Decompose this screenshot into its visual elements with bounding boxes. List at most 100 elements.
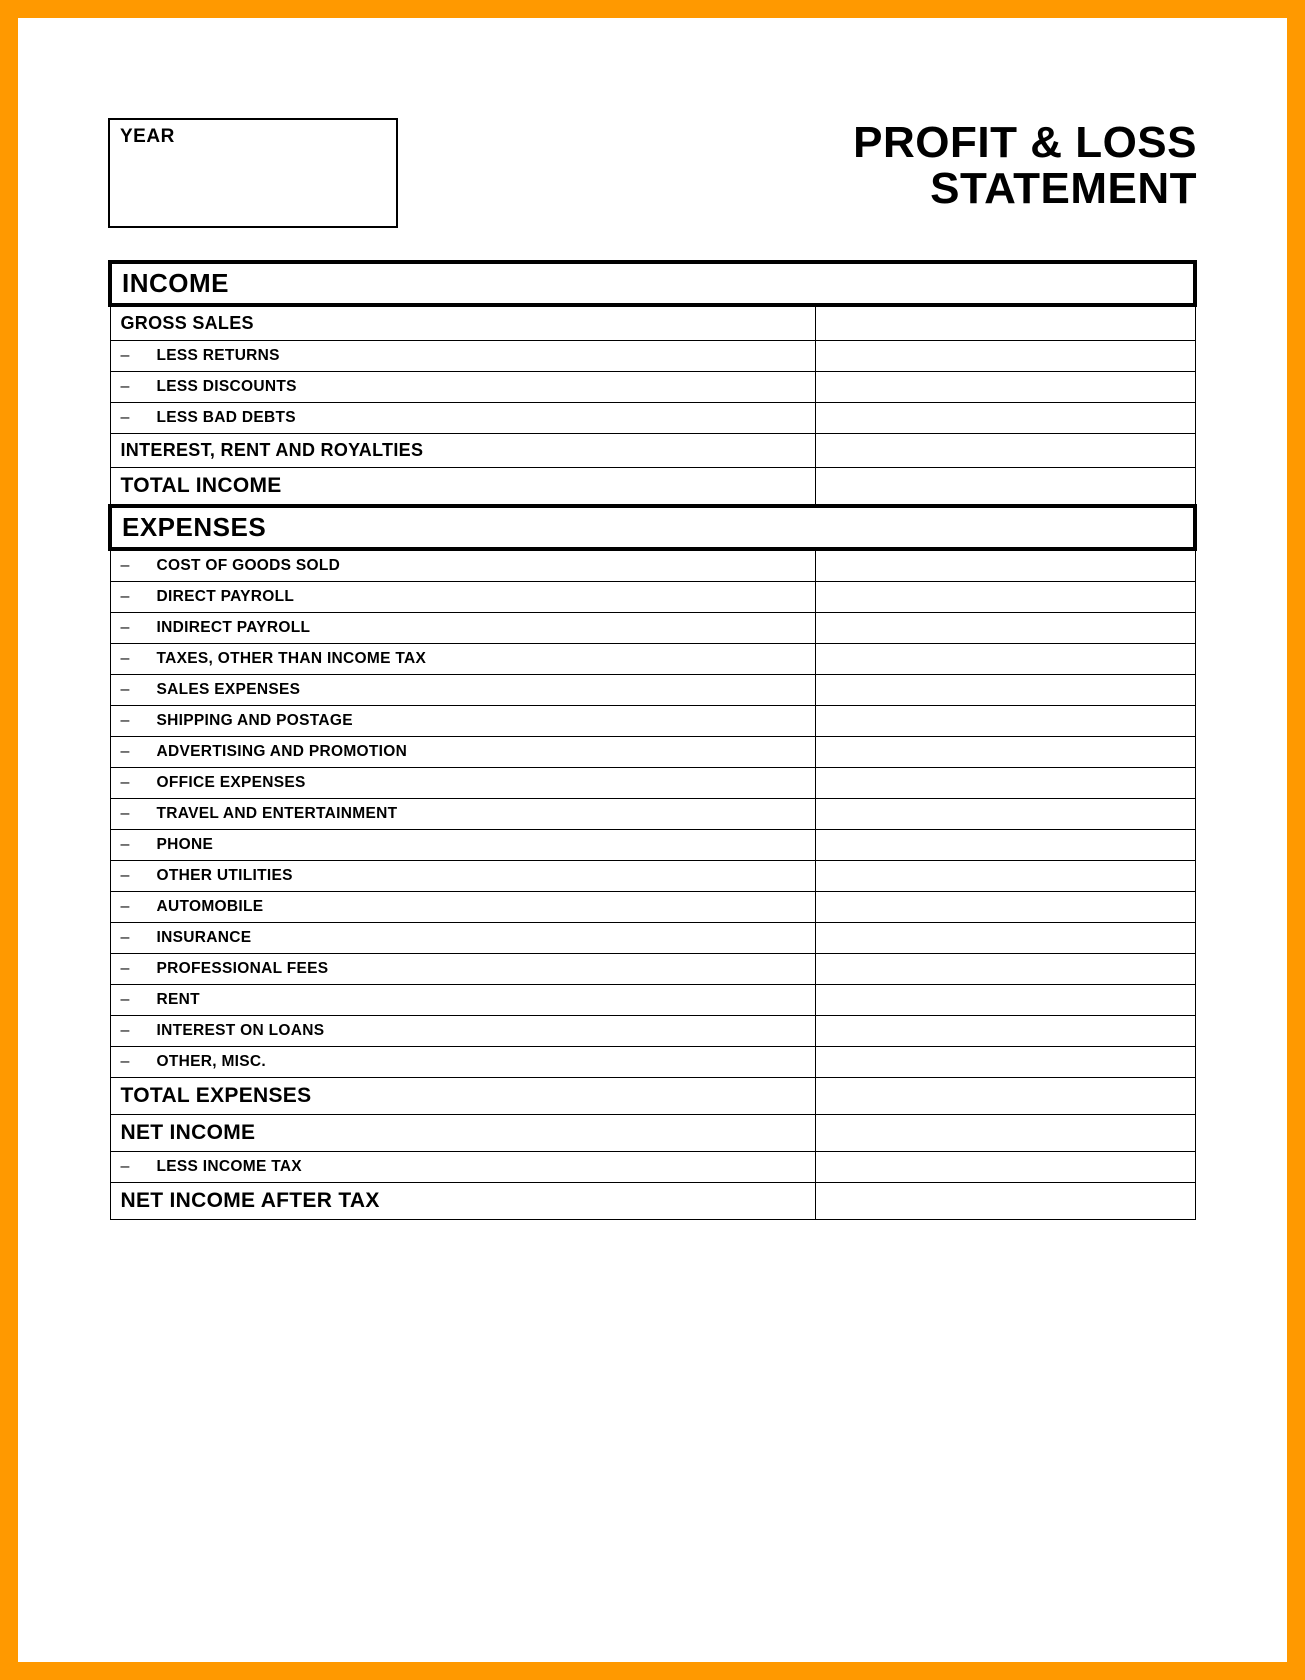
value-office-expenses bbox=[815, 768, 1195, 799]
label-interest-on-loans: INTEREST ON LOANS bbox=[157, 1022, 325, 1040]
row-travel-entertainment: – TRAVEL AND ENTERTAINMENT bbox=[110, 799, 1195, 830]
row-automobile: – AUTOMOBILE bbox=[110, 892, 1195, 923]
label-taxes-other: TAXES, OTHER THAN INCOME TAX bbox=[157, 650, 427, 668]
dash-icon: – bbox=[121, 743, 137, 761]
row-interest-rent-royalties: INTEREST, RENT AND ROYALTIES bbox=[110, 434, 1195, 468]
row-interest-on-loans: – INTEREST ON LOANS bbox=[110, 1016, 1195, 1047]
row-less-bad-debts: – LESS BAD DEBTS bbox=[110, 403, 1195, 434]
value-phone bbox=[815, 830, 1195, 861]
value-less-bad-debts bbox=[815, 403, 1195, 434]
value-net-income bbox=[815, 1115, 1195, 1152]
dash-icon: – bbox=[121, 836, 137, 854]
dash-icon: – bbox=[121, 681, 137, 699]
dash-icon: – bbox=[121, 867, 137, 885]
row-net-income-after-tax: NET INCOME AFTER TAX bbox=[110, 1183, 1195, 1220]
label-direct-payroll: DIRECT PAYROLL bbox=[157, 588, 295, 606]
dash-icon: – bbox=[121, 1158, 137, 1176]
row-sales-expenses: – SALES EXPENSES bbox=[110, 675, 1195, 706]
value-direct-payroll bbox=[815, 582, 1195, 613]
label-shipping-postage: SHIPPING AND POSTAGE bbox=[157, 712, 353, 730]
row-indirect-payroll: –INDIRECT PAYROLL bbox=[110, 613, 1195, 644]
value-insurance bbox=[815, 923, 1195, 954]
row-professional-fees: – PROFESSIONAL FEES bbox=[110, 954, 1195, 985]
value-interest-rent-royalties bbox=[815, 434, 1195, 468]
label-less-discounts: LESS DISCOUNTS bbox=[157, 378, 297, 396]
label-professional-fees: PROFESSIONAL FEES bbox=[157, 960, 329, 978]
row-rent: – RENT bbox=[110, 985, 1195, 1016]
section-header-income-label: INCOME bbox=[110, 262, 1195, 305]
label-less-bad-debts: LESS BAD DEBTS bbox=[157, 409, 296, 427]
title-line-1: PROFIT & LOSS bbox=[853, 120, 1197, 166]
row-total-income: TOTAL INCOME bbox=[110, 468, 1195, 507]
label-net-income-after-tax: NET INCOME AFTER TAX bbox=[110, 1183, 815, 1220]
value-taxes-other bbox=[815, 644, 1195, 675]
label-sales-expenses: SALES EXPENSES bbox=[157, 681, 301, 699]
section-header-expenses: EXPENSES bbox=[110, 506, 1195, 549]
label-automobile: AUTOMOBILE bbox=[157, 898, 264, 916]
section-header-expenses-label: EXPENSES bbox=[110, 506, 1195, 549]
row-insurance: –INSURANCE bbox=[110, 923, 1195, 954]
row-less-discounts: – LESS DISCOUNTS bbox=[110, 372, 1195, 403]
value-less-returns bbox=[815, 341, 1195, 372]
year-label: YEAR bbox=[120, 126, 175, 147]
label-other-utilities: OTHER UTILITIES bbox=[157, 867, 293, 885]
row-less-income-tax: – LESS INCOME TAX bbox=[110, 1152, 1195, 1183]
value-other-misc bbox=[815, 1047, 1195, 1078]
title-block: PROFIT & LOSS STATEMENT bbox=[853, 118, 1197, 212]
dash-icon: – bbox=[121, 712, 137, 730]
value-net-income-after-tax bbox=[815, 1183, 1195, 1220]
dash-icon: – bbox=[121, 378, 137, 396]
dash-icon: – bbox=[121, 1022, 137, 1040]
dash-icon: – bbox=[121, 929, 137, 947]
label-total-income: TOTAL INCOME bbox=[110, 468, 815, 507]
row-other-utilities: – OTHER UTILITIES bbox=[110, 861, 1195, 892]
dash-icon: – bbox=[121, 588, 137, 606]
profit-loss-table: INCOME GROSS SALES – LESS RETURNS – LESS… bbox=[108, 260, 1197, 1220]
label-indirect-payroll: INDIRECT PAYROLL bbox=[157, 619, 311, 637]
title-line-2: STATEMENT bbox=[853, 166, 1197, 212]
dash-icon: – bbox=[121, 1053, 137, 1071]
dash-icon: – bbox=[121, 898, 137, 916]
value-interest-on-loans bbox=[815, 1016, 1195, 1047]
dash-icon: – bbox=[121, 650, 137, 668]
label-interest-rent-royalties: INTEREST, RENT AND ROYALTIES bbox=[110, 434, 815, 468]
value-cogs bbox=[815, 549, 1195, 582]
label-rent: RENT bbox=[157, 991, 200, 1009]
label-travel-entertainment: TRAVEL AND ENTERTAINMENT bbox=[157, 805, 398, 823]
dash-icon: – bbox=[121, 409, 137, 427]
dash-icon: – bbox=[121, 347, 137, 365]
dash-icon: – bbox=[121, 991, 137, 1009]
row-phone: – PHONE bbox=[110, 830, 1195, 861]
dash-icon: – bbox=[121, 960, 137, 978]
row-shipping-postage: – SHIPPING AND POSTAGE bbox=[110, 706, 1195, 737]
row-advertising-promotion: – ADVERTISING AND PROMOTION bbox=[110, 737, 1195, 768]
label-less-income-tax: LESS INCOME TAX bbox=[157, 1158, 302, 1176]
row-less-returns: – LESS RETURNS bbox=[110, 341, 1195, 372]
label-office-expenses: OFFICE EXPENSES bbox=[157, 774, 306, 792]
value-sales-expenses bbox=[815, 675, 1195, 706]
row-total-expenses: TOTAL EXPENSES bbox=[110, 1078, 1195, 1115]
value-automobile bbox=[815, 892, 1195, 923]
value-shipping-postage bbox=[815, 706, 1195, 737]
label-advertising-promotion: ADVERTISING AND PROMOTION bbox=[157, 743, 408, 761]
value-rent bbox=[815, 985, 1195, 1016]
value-less-income-tax bbox=[815, 1152, 1195, 1183]
document-frame: YEAR PROFIT & LOSS STATEMENT INCOME GROS… bbox=[0, 0, 1305, 1680]
value-total-expenses bbox=[815, 1078, 1195, 1115]
row-net-income: NET INCOME bbox=[110, 1115, 1195, 1152]
label-phone: PHONE bbox=[157, 836, 214, 854]
dash-icon: – bbox=[121, 805, 137, 823]
value-other-utilities bbox=[815, 861, 1195, 892]
row-office-expenses: – OFFICE EXPENSES bbox=[110, 768, 1195, 799]
header-row: YEAR PROFIT & LOSS STATEMENT bbox=[108, 118, 1197, 228]
label-net-income: NET INCOME bbox=[110, 1115, 815, 1152]
label-gross-sales: GROSS SALES bbox=[110, 305, 815, 341]
dash-icon: – bbox=[121, 774, 137, 792]
row-other-misc: – OTHER, MISC. bbox=[110, 1047, 1195, 1078]
value-professional-fees bbox=[815, 954, 1195, 985]
row-gross-sales: GROSS SALES bbox=[110, 305, 1195, 341]
label-total-expenses: TOTAL EXPENSES bbox=[110, 1078, 815, 1115]
label-other-misc: OTHER, MISC. bbox=[157, 1053, 267, 1071]
value-travel-entertainment bbox=[815, 799, 1195, 830]
row-taxes-other: – TAXES, OTHER THAN INCOME TAX bbox=[110, 644, 1195, 675]
